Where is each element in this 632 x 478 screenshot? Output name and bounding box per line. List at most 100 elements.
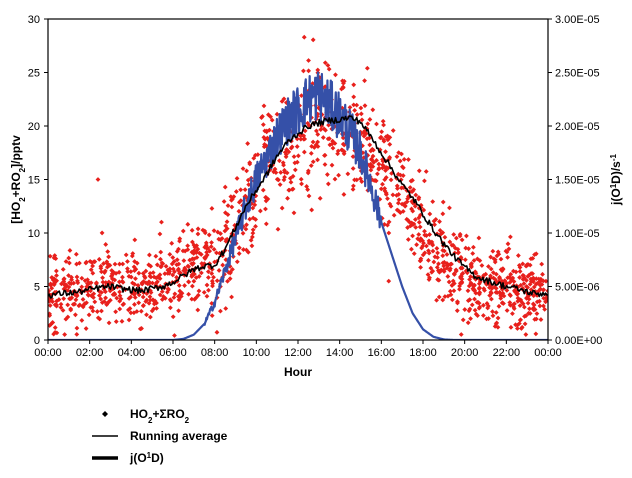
scatter-point bbox=[130, 251, 136, 256]
scatter-point bbox=[157, 292, 163, 298]
scatter-point bbox=[118, 296, 124, 302]
scatter-point bbox=[274, 176, 280, 182]
scatter-point bbox=[476, 235, 482, 241]
scatter-point bbox=[367, 135, 372, 141]
scatter-point bbox=[179, 290, 185, 296]
scatter-point bbox=[248, 237, 254, 243]
scatter-point bbox=[402, 203, 408, 209]
scatter-point bbox=[503, 248, 509, 254]
scatter-point bbox=[119, 318, 125, 324]
scatter-point bbox=[60, 266, 66, 272]
scatter-point bbox=[154, 262, 160, 268]
scatter-point bbox=[518, 317, 523, 323]
scatter-point bbox=[65, 314, 71, 320]
label-part: 2 bbox=[185, 416, 190, 425]
scatter-point bbox=[383, 175, 389, 180]
scatter-point bbox=[325, 62, 331, 68]
scatter-point bbox=[199, 261, 205, 266]
scatter-point bbox=[185, 247, 191, 253]
scatter-point bbox=[229, 197, 234, 203]
y-left-tick-label: 15 bbox=[28, 175, 40, 187]
scatter-point bbox=[444, 252, 450, 257]
scatter-point bbox=[444, 262, 450, 268]
scatter-point bbox=[244, 222, 249, 228]
scatter-point bbox=[383, 149, 388, 155]
scatter-point bbox=[250, 227, 256, 233]
scatter-point bbox=[48, 311, 52, 317]
scatter-point bbox=[132, 302, 137, 307]
scatter-point bbox=[236, 208, 242, 214]
scatter-point bbox=[468, 264, 474, 270]
scatter-point bbox=[490, 248, 496, 254]
label-part: 2 bbox=[18, 197, 27, 202]
scatter-point bbox=[457, 286, 462, 292]
scatter-point bbox=[120, 274, 125, 280]
scatter-point bbox=[269, 117, 275, 123]
scatter-point bbox=[527, 306, 532, 312]
scatter-point bbox=[488, 296, 494, 302]
scatter-point bbox=[209, 300, 215, 306]
scatter-point bbox=[493, 310, 499, 315]
scatter-point bbox=[202, 256, 208, 261]
scatter-point bbox=[473, 311, 479, 317]
scatter-point bbox=[362, 78, 367, 84]
scatter-point bbox=[410, 208, 416, 214]
scatter-point bbox=[520, 273, 526, 278]
scatter-point bbox=[320, 135, 326, 140]
scatter-point bbox=[310, 159, 316, 165]
scatter-point bbox=[79, 318, 85, 323]
scatter-point bbox=[142, 273, 147, 279]
label-part: Running average bbox=[130, 429, 228, 443]
scatter-point bbox=[209, 271, 215, 276]
scatter-point bbox=[462, 307, 468, 312]
scatter-point bbox=[174, 248, 180, 254]
scatter-point bbox=[48, 282, 54, 288]
scatter-point bbox=[544, 296, 548, 302]
scatter-point bbox=[400, 165, 406, 171]
scatter-point bbox=[308, 163, 314, 169]
y-right-tick-label: 5.00E-06 bbox=[555, 282, 600, 294]
scatter-point bbox=[73, 312, 78, 318]
scatter-point bbox=[538, 286, 543, 292]
scatter-point bbox=[261, 134, 267, 140]
scatter-point bbox=[68, 281, 74, 287]
scatter-point bbox=[301, 149, 307, 155]
scatter-point bbox=[352, 107, 358, 113]
scatter-point bbox=[440, 211, 446, 217]
scatter-point bbox=[48, 296, 51, 302]
scatter-point bbox=[429, 269, 435, 275]
scatter-point bbox=[112, 277, 118, 283]
scatter-point bbox=[63, 283, 68, 289]
scatter-point bbox=[472, 296, 477, 302]
scatter-point bbox=[202, 244, 208, 250]
scatter-point bbox=[308, 150, 314, 156]
x-tick-label: 20:00 bbox=[451, 347, 479, 359]
scatter-point bbox=[204, 245, 209, 251]
scatter-point bbox=[435, 255, 440, 260]
scatter-point bbox=[53, 268, 59, 274]
scatter-point bbox=[85, 277, 90, 283]
scatter-point bbox=[125, 269, 131, 274]
scatter-point bbox=[73, 297, 79, 303]
scatter-point bbox=[263, 221, 269, 227]
scatter-point bbox=[74, 261, 79, 267]
scatter-point bbox=[517, 303, 523, 309]
y-left-tick-label: 0 bbox=[34, 335, 40, 347]
scatter-point bbox=[407, 185, 413, 190]
scatter-point bbox=[390, 128, 396, 133]
scatter-point bbox=[128, 269, 134, 275]
scatter-point bbox=[117, 289, 123, 295]
legend-label: HO2+ΣRO2 bbox=[130, 407, 190, 425]
scatter-point bbox=[383, 168, 388, 173]
scatter-point bbox=[77, 260, 82, 266]
scatter-point bbox=[85, 292, 91, 298]
scatter-point bbox=[205, 275, 211, 280]
legend-label: Running average bbox=[130, 429, 228, 443]
scatter-point bbox=[260, 187, 266, 193]
scatter-point bbox=[382, 186, 388, 191]
scatter-point bbox=[326, 122, 331, 128]
scatter-point bbox=[405, 196, 410, 202]
scatter-point bbox=[477, 285, 482, 291]
